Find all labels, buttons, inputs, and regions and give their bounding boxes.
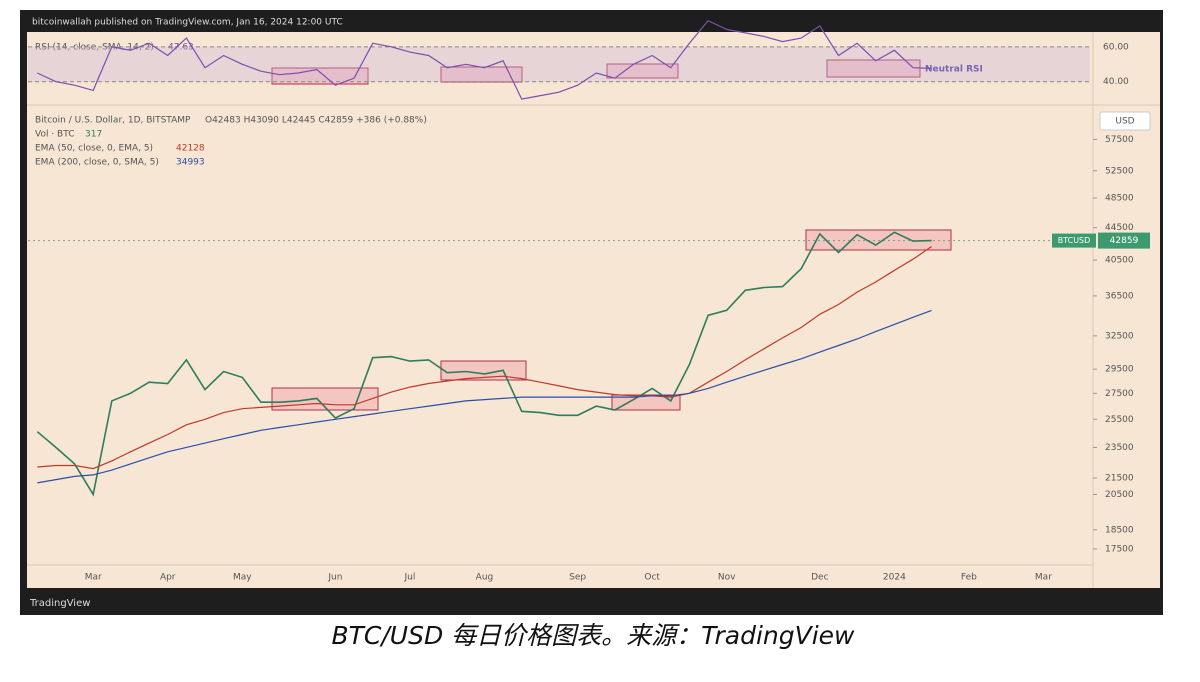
chart-bg [27, 32, 1160, 588]
volume-label: Vol · BTC [35, 130, 74, 140]
price-line [36, 231, 932, 497]
currency: USD [1115, 117, 1134, 127]
range-box [611, 394, 681, 411]
y-tick-label: 23500 [1105, 443, 1134, 453]
legend-value: 34993 [176, 158, 205, 168]
y-tick-label: 20500 [1105, 490, 1134, 500]
rsi-box [606, 63, 679, 79]
rsi-title: RSI (14, close, SMA, 14, 2) [35, 43, 154, 53]
symbol-tag [1052, 233, 1096, 248]
x-tick-label: Mar [1035, 573, 1052, 583]
y-tick-label: 57500 [1105, 135, 1134, 145]
ema-line [37, 246, 932, 470]
y-tick-label: 17500 [1105, 544, 1134, 554]
price-tag [1098, 232, 1150, 249]
header: bitcoinwallah published on TradingView.c… [32, 18, 343, 28]
x-tick-label: Mar [85, 573, 102, 583]
x-tick-label: Sep [569, 573, 586, 583]
rsi-tick-label: 60.00 [1103, 42, 1129, 52]
highlight-boxes [271, 59, 952, 411]
y-tick-label: 21500 [1105, 474, 1134, 484]
y-tick-label: 29500 [1105, 365, 1134, 375]
x-tick-label: Oct [644, 573, 660, 583]
rsi-band [28, 46, 1090, 82]
price-tag-label: 42859 [1110, 236, 1139, 246]
y-tick-label: 36500 [1105, 291, 1134, 301]
price-title: Bitcoin / U.S. Dollar, 1D, BITSTAMP [35, 116, 191, 126]
y-tick-label: 44500 [1105, 223, 1134, 233]
legend-label: EMA (50, close, 0, EMA, 5) [35, 144, 153, 154]
y-tick-label: 48500 [1105, 194, 1134, 204]
y-tick-label: 25500 [1105, 415, 1134, 425]
caption: BTC/USD 每日价格图表。来源：TradingView [332, 621, 856, 650]
y-tick-label: 18500 [1105, 525, 1134, 535]
y-tick-label: 40500 [1105, 256, 1134, 266]
x-tick-label: May [233, 573, 252, 583]
logo: TradingView [29, 598, 90, 609]
rsi-value: 47.63 [168, 43, 194, 53]
legend-label: EMA (200, close, 0, SMA, 5) [35, 158, 159, 168]
rsi-line [37, 19, 932, 100]
legend-value: 42128 [176, 144, 205, 154]
range-box [805, 229, 952, 251]
bottom-bar [20, 590, 1163, 615]
x-tick-label: Jul [404, 573, 416, 583]
y-tick-label: 52500 [1105, 166, 1134, 176]
x-tick-label: Aug [476, 573, 494, 583]
x-tick-label: Dec [811, 573, 828, 583]
x-tick-label: Nov [718, 573, 736, 583]
x-tick-label: 2024 [883, 573, 906, 583]
x-tick-label: Jun [327, 573, 342, 583]
y-tick-label: 27500 [1105, 389, 1134, 399]
ema-line [37, 309, 932, 484]
x-tick-label: Feb [961, 573, 977, 583]
symbol: BTCUSD [1058, 236, 1091, 245]
ohlc: O42483 H43090 L42445 C42859 +386 (+0.88%… [205, 116, 427, 126]
x-tick-label: Apr [160, 573, 176, 583]
currency-box [1099, 111, 1151, 131]
rsi-box [271, 67, 369, 85]
volume-value: 317 [85, 130, 102, 140]
rsi-tick-label: 40.00 [1103, 77, 1129, 87]
y-tick-label: 32500 [1105, 331, 1134, 341]
rsi-annotation: Neutral RSI [925, 65, 983, 75]
